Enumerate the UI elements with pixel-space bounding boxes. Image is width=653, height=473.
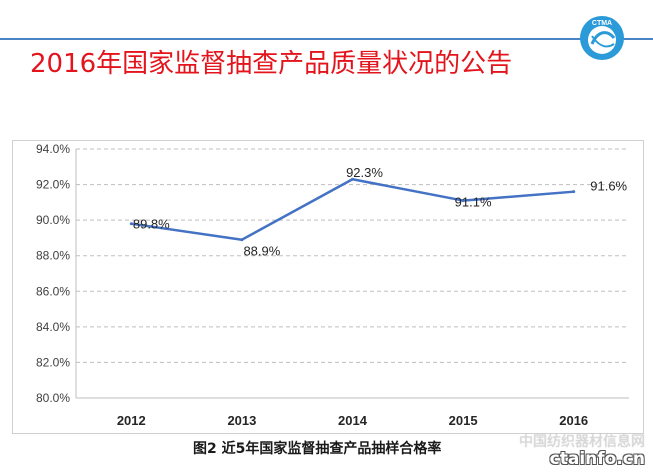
chart-frame: 80.0% 82.0% 84.0% 86.0% 88.0% 90.0% 92.0% 94.0%… (12, 140, 644, 434)
page-title: 2016年国家监督抽查产品质量状况的公告 (30, 49, 513, 79)
data-label: 92.3% (346, 165, 383, 180)
y-tick-label: 80.0% (36, 391, 70, 405)
data-point (240, 238, 244, 242)
y-tick-label: 92.0% (36, 178, 70, 192)
y-tick-label: 82.0% (36, 355, 70, 369)
x-tick-label: 2014 (338, 413, 368, 428)
y-tick-label: 94.0% (36, 142, 70, 156)
data-point (572, 190, 576, 194)
data-point (461, 199, 465, 203)
ctma-logo-icon: CTMA (580, 16, 624, 60)
y-tick-label: 84.0% (36, 320, 70, 334)
x-tick-label: 2015 (449, 413, 478, 428)
data-point (351, 177, 354, 181)
line-chart: 80.0% 82.0% 84.0% 86.0% 88.0% 90.0% 92.0% 94.0%… (36, 142, 629, 428)
logo-text: CTMA (592, 20, 612, 27)
data-label: 88.9% (243, 244, 280, 259)
x-tick-label: 2016 (559, 413, 588, 428)
data-point (129, 222, 133, 226)
x-tick-label: 2013 (227, 413, 256, 428)
watermark: 中国纺织器材信息网 ctainfo.cn (496, 429, 653, 473)
x-tick-label: 2012 (117, 413, 146, 428)
header-rule (0, 38, 585, 40)
watermark-site-name: 中国纺织器材信息网 (519, 434, 645, 450)
watermark-domain: ctainfo.cn (549, 449, 645, 469)
chart-caption: 图2 近5年国家监督抽查产品抽样合格率 (193, 441, 442, 457)
data-label: 91.6% (590, 179, 627, 194)
y-tick-label: 86.0% (36, 284, 70, 298)
y-tick-label: 88.0% (36, 249, 70, 263)
data-label: 91.1% (455, 195, 492, 210)
header-rule-right (620, 38, 653, 40)
series-line (131, 177, 574, 241)
y-tick-label: 90.0% (36, 213, 70, 227)
data-label: 89.8% (133, 217, 170, 232)
